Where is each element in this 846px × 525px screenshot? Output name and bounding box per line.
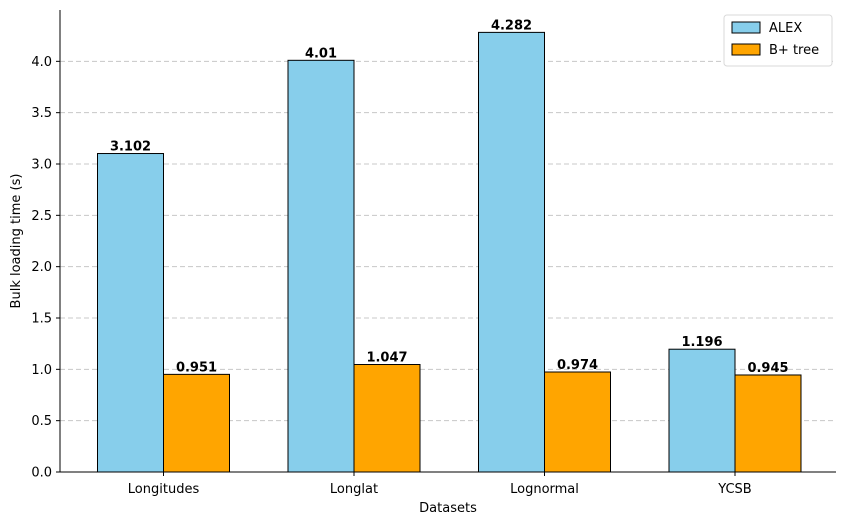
y-tick-label: 2.5 [31, 209, 52, 224]
legend-swatch-alex [731, 21, 761, 34]
bar-alex [478, 31, 545, 473]
legend-swatch-bplus [731, 43, 761, 56]
bar-alex [287, 59, 355, 473]
y-axis-title: Bulk loading time (s) [9, 174, 24, 309]
y-tick-label: 2.0 [31, 260, 52, 275]
axes [59, 10, 836, 473]
x-ticks: Longitudes Longlat Lognormal YCSB [128, 472, 752, 497]
bar-alex [668, 348, 736, 473]
data-labels: 3.102 0.951 4.01 1.047 4.282 0.974 1.196 0.945 [110, 18, 789, 376]
x-tick-label: YCSB [717, 482, 751, 497]
legend-label-alex: ALEX [769, 21, 802, 36]
x-tick-label: Longlat [330, 482, 378, 497]
bar-bplus-tree [353, 364, 421, 473]
data-label: 0.951 [176, 360, 217, 375]
x-tick-label: Lognormal [510, 482, 579, 497]
bar-bplus-tree [734, 374, 802, 473]
data-label: 3.102 [110, 140, 151, 155]
data-label: 4.282 [491, 18, 532, 33]
legend: ALEX B+ tree [723, 14, 833, 67]
data-label: 1.047 [366, 351, 407, 366]
bar-bplus-tree [544, 371, 611, 473]
x-axis-title: Datasets [419, 501, 477, 516]
data-label: 4.01 [305, 46, 337, 61]
y-tick-label: 0.0 [31, 466, 52, 481]
bars [97, 31, 802, 473]
x-tick-label: Longitudes [128, 482, 200, 497]
y-tick-label: 3.5 [31, 106, 52, 121]
data-label: 0.974 [557, 358, 598, 373]
y-tick-label: 1.5 [31, 312, 52, 327]
y-tick-label: 0.5 [31, 414, 52, 429]
bar-alex [97, 153, 164, 473]
y-tick-label: 4.0 [31, 55, 52, 70]
y-tick-label: 3.0 [31, 158, 52, 173]
grid-lines [60, 60, 836, 422]
y-ticks: 0.0 0.5 1.0 1.5 2.0 2.5 3.0 3.5 4.0 [31, 55, 60, 481]
legend-label-bplus: B+ tree [769, 43, 819, 58]
data-label: 0.945 [747, 361, 788, 376]
data-label: 1.196 [681, 335, 722, 350]
bar-bplus-tree [163, 373, 230, 473]
y-tick-label: 1.0 [31, 363, 52, 378]
